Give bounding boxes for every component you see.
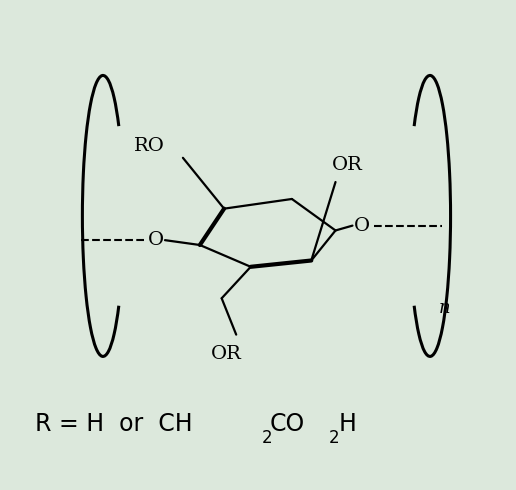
- Text: RO: RO: [134, 137, 165, 155]
- Text: O: O: [354, 217, 370, 235]
- Text: n: n: [439, 299, 450, 317]
- Text: OR: OR: [332, 156, 363, 174]
- Text: OR: OR: [211, 345, 242, 363]
- Text: H: H: [339, 412, 357, 436]
- Text: CO: CO: [270, 412, 305, 436]
- Text: R = H  or  CH: R = H or CH: [35, 412, 193, 436]
- Text: 2: 2: [329, 429, 340, 447]
- Text: 2: 2: [262, 429, 272, 447]
- Text: O: O: [148, 231, 164, 249]
